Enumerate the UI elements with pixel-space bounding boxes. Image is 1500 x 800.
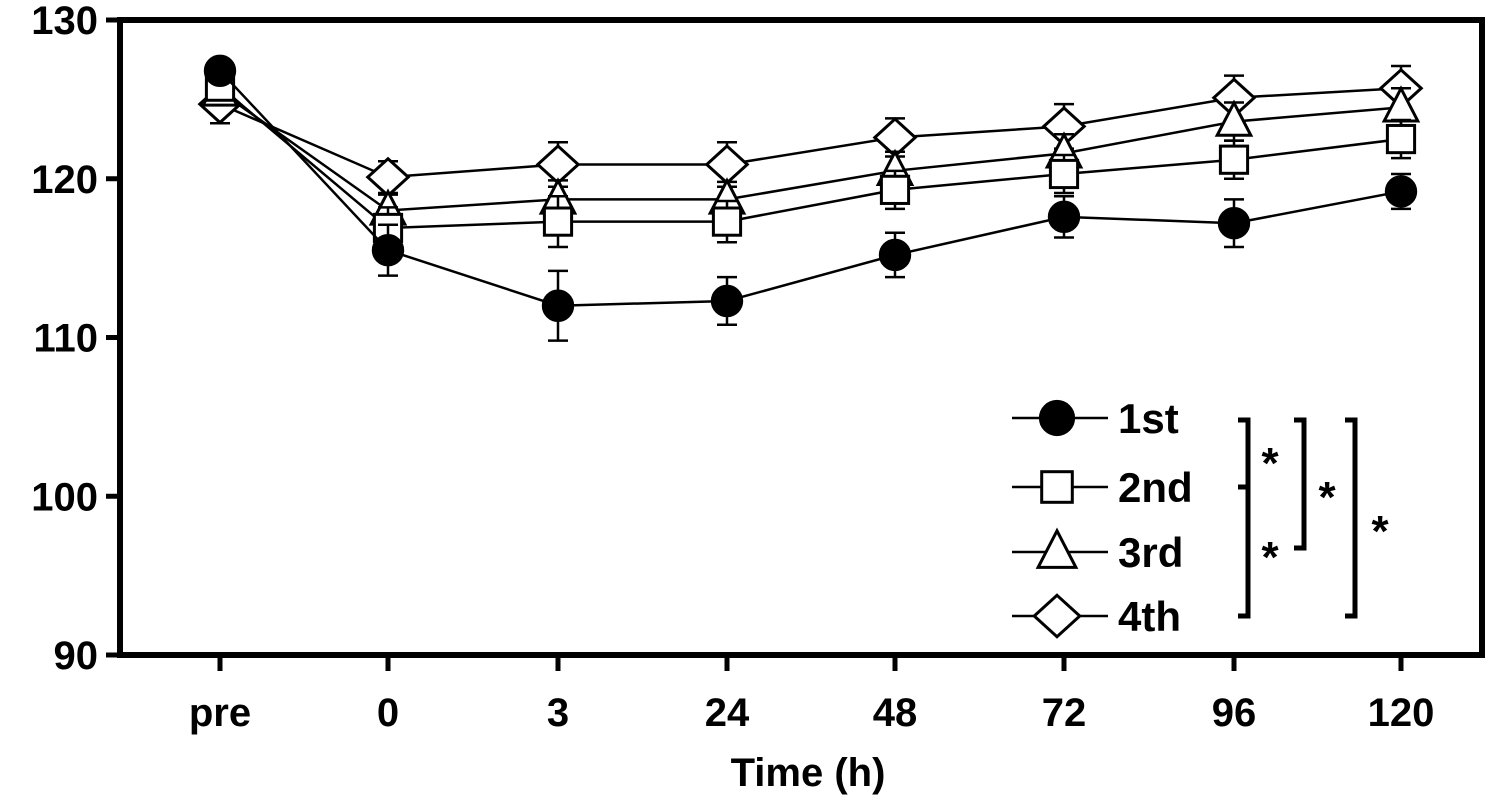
significance-star-3: * (1318, 473, 1336, 522)
significance-star-1: * (1261, 439, 1279, 488)
point-1st-48 (878, 238, 912, 272)
y-tick-label-130: 130 (31, 0, 98, 43)
y-tick-label-90: 90 (54, 634, 99, 678)
point-1st-pre (203, 54, 237, 88)
point-3rd-96 (1214, 99, 1254, 137)
x-tick-label-120: 120 (1368, 691, 1435, 735)
point-1st-3 (541, 289, 575, 322)
significance-star-2: * (1261, 533, 1279, 582)
legend-label-3rd: 3rd (1118, 529, 1183, 576)
legend-item-3rd: 3rd (1012, 527, 1183, 576)
y-tick-label-110: 110 (33, 317, 98, 361)
point-1st-96 (1217, 207, 1251, 240)
series-2nd (204, 71, 1417, 250)
x-tick-label-24: 24 (705, 691, 750, 735)
legend-label-2nd: 2nd (1118, 464, 1193, 511)
bracket-2 (1294, 417, 1307, 551)
point-2nd-72 (1048, 158, 1080, 190)
legend: 1st 2nd 3rd 4th (1012, 395, 1193, 640)
x-axis-title: Time (h) (731, 751, 886, 795)
series-1st (203, 54, 1418, 342)
series-line-4th (219, 87, 1402, 179)
legend-item-1st: 1st (1012, 395, 1179, 442)
y-tick-label-100: 100 (31, 475, 98, 519)
legend-item-4th: 4th (1012, 593, 1181, 640)
significance-star-4: * (1371, 507, 1389, 556)
point-1st-0 (371, 233, 405, 267)
point-2nd-48 (879, 174, 911, 205)
series-line-2nd (219, 85, 1402, 230)
legend-label-1st: 1st (1118, 395, 1179, 442)
y-tick-label-120: 120 (31, 158, 98, 202)
x-tick-label-pre: pre (189, 691, 251, 735)
series-group (197, 54, 1424, 342)
x-tick-label-3: 3 (547, 691, 569, 735)
legend-item-2nd: 2nd (1012, 464, 1193, 511)
y-axis: 90 100 110 120 130 (31, 0, 120, 678)
point-1st-24 (710, 284, 744, 318)
significance-brackets: * * * * (1238, 417, 1389, 619)
point-1st-120 (1384, 175, 1418, 208)
legend-marker-1st (1038, 399, 1076, 437)
legend-marker-2nd (1040, 470, 1074, 504)
point-2nd-96 (1218, 144, 1250, 175)
x-tick-label-48: 48 (873, 691, 918, 735)
x-axis: pre 0 3 24 48 72 96 120 (189, 655, 1435, 735)
point-1st-72 (1047, 200, 1081, 234)
bracket-1 (1238, 417, 1251, 619)
point-2nd-3 (542, 206, 574, 237)
legend-marker-3rd (1035, 527, 1079, 569)
point-2nd-120 (1385, 123, 1417, 155)
point-2nd-24 (711, 206, 743, 237)
legend-label-4th: 4th (1118, 593, 1181, 640)
x-tick-label-0: 0 (377, 691, 399, 735)
series-line-3rd (219, 90, 1402, 212)
series-line-1st (219, 69, 1402, 308)
x-tick-label-96: 96 (1212, 691, 1257, 735)
bracket-3 (1345, 417, 1358, 619)
x-tick-label-72: 72 (1042, 691, 1087, 735)
legend-marker-4th (1032, 593, 1082, 639)
